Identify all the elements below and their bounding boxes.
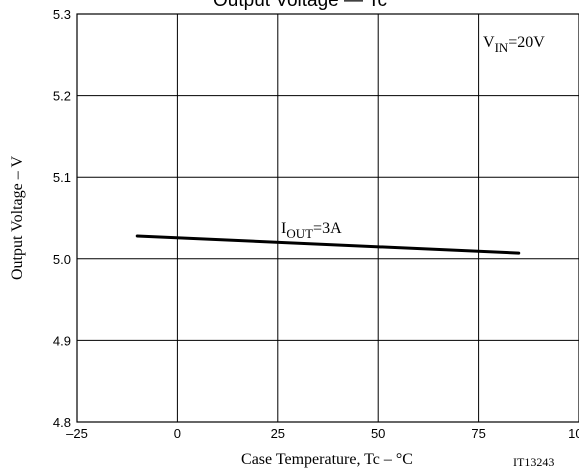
y-tick-labels: 4.8 4.9 5.0 5.1 5.2 5.3 <box>53 7 71 430</box>
x-tick-label: 0 <box>174 426 181 441</box>
x-tick-label: –25 <box>66 426 88 441</box>
series-label-iout: IOUT=3A <box>281 220 342 241</box>
y-tick-label: 4.9 <box>53 333 71 348</box>
x-axis-label: Case Temperature, Tc – °C <box>241 451 413 468</box>
vin-annotation: VIN=20V <box>483 34 545 55</box>
y-tick-label: 5.3 <box>53 7 71 22</box>
series-group <box>135 234 521 255</box>
y-tick-label: 5.2 <box>53 89 71 104</box>
y-tick-label: 5.0 <box>53 252 71 267</box>
chart-title: Output Voltage — Tc <box>213 0 387 11</box>
x-tick-label: 100 <box>568 426 579 441</box>
y-axis-label: Output Voltage – V <box>9 156 26 280</box>
series-line-iout-3a <box>135 234 521 255</box>
x-tick-label: 50 <box>371 426 385 441</box>
x-tick-label: 75 <box>471 426 485 441</box>
x-tick-label: 25 <box>271 426 285 441</box>
y-tick-label: 4.8 <box>53 415 71 430</box>
figure-code: IT13243 <box>513 455 554 469</box>
y-tick-label: 5.1 <box>53 170 71 185</box>
grid <box>77 14 579 422</box>
x-tick-labels: –25 0 25 50 75 100 <box>66 426 579 441</box>
plot-frame <box>76 13 579 423</box>
